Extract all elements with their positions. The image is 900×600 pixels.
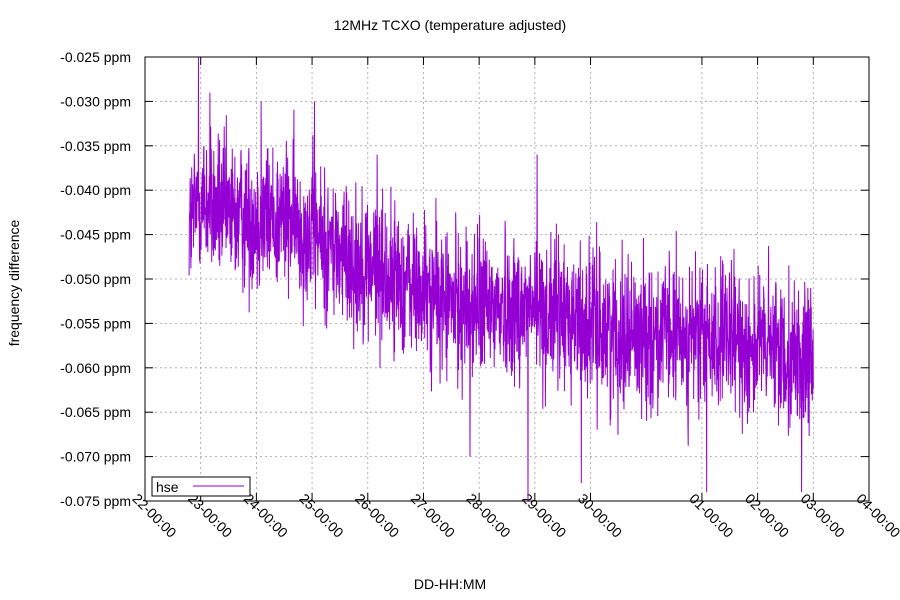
y-tick-label: -0.055 ppm bbox=[60, 315, 131, 331]
plot-frame bbox=[144, 56, 870, 502]
chart-title: 12MHz TCXO (temperature adjusted) bbox=[333, 17, 567, 33]
x-tick-label: 24-00:00 bbox=[241, 490, 292, 541]
x-tick-label: 27-00:00 bbox=[408, 490, 459, 541]
y-tick-label: -0.075 ppm bbox=[60, 493, 131, 509]
y-tick-label: -0.040 ppm bbox=[60, 182, 131, 198]
x-tick-label: 01-00:00 bbox=[686, 490, 737, 541]
y-tick-label: -0.060 ppm bbox=[60, 360, 131, 376]
x-axis-label: DD-HH:MM bbox=[413, 576, 487, 592]
x-tick-label: 25-00:00 bbox=[296, 490, 347, 541]
x-tick-label: 29-00:00 bbox=[519, 490, 570, 541]
x-tick-label: 22-00:00 bbox=[129, 490, 180, 541]
y-tick-label: -0.045 ppm bbox=[60, 227, 131, 243]
y-tick-label: -0.025 ppm bbox=[60, 49, 131, 65]
y-axis-label: frequency difference bbox=[6, 219, 22, 347]
x-tick-label: 23-00:00 bbox=[185, 490, 236, 541]
x-tick-label: 03-00:00 bbox=[798, 490, 849, 541]
x-tick-label: 30-00:00 bbox=[575, 490, 626, 541]
y-tick-label: -0.070 ppm bbox=[60, 449, 131, 465]
x-tick-label: 02-00:00 bbox=[742, 490, 793, 541]
y-tick-label: -0.050 ppm bbox=[60, 271, 131, 287]
y-tick-label: -0.030 ppm bbox=[60, 93, 131, 109]
y-tick-label: -0.035 ppm bbox=[60, 138, 131, 154]
series-line-hse bbox=[188, 56, 814, 502]
x-tick-label: 26-00:00 bbox=[352, 490, 403, 541]
legend-label-hse: hse bbox=[156, 479, 179, 495]
x-tick-label: 28-00:00 bbox=[463, 490, 514, 541]
x-tick-label: 04-00:00 bbox=[853, 490, 900, 541]
y-tick-label: -0.065 ppm bbox=[60, 404, 131, 420]
